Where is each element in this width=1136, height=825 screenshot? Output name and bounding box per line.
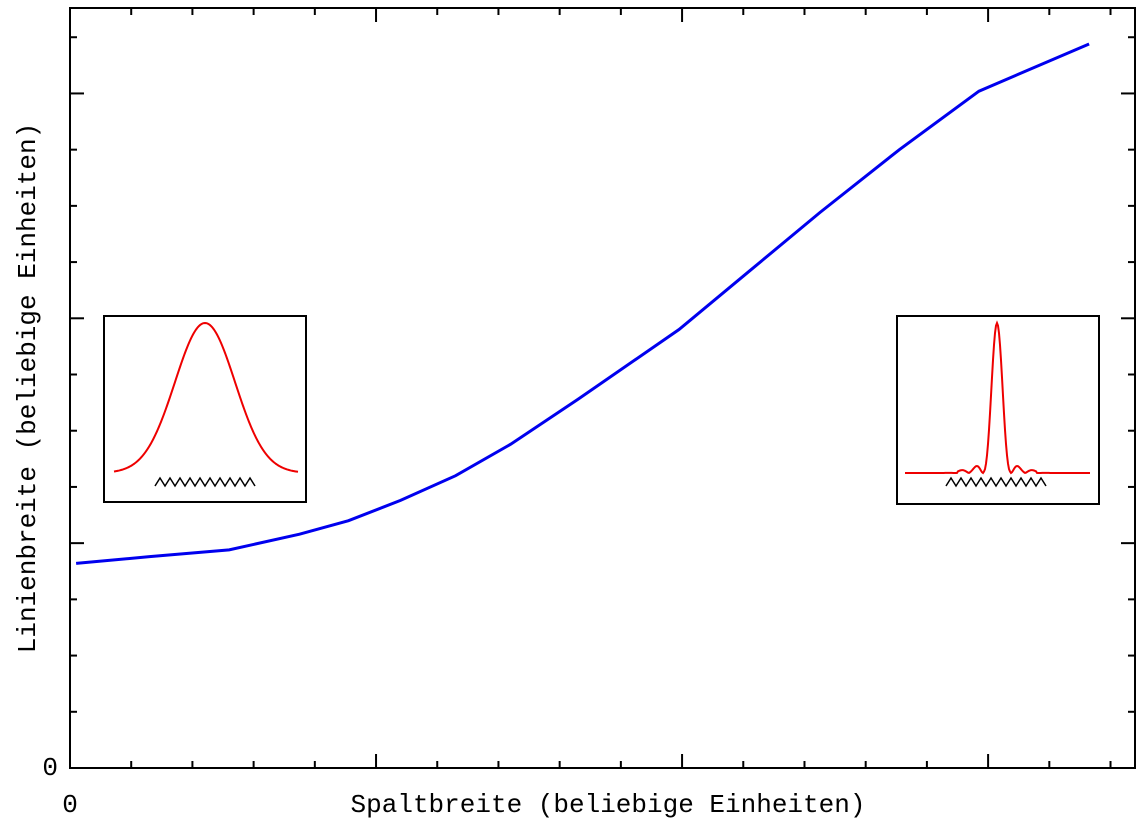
x-tick-label: 0 <box>62 790 78 820</box>
inset-box <box>896 315 1100 505</box>
inset-slit <box>154 476 256 488</box>
y-tick-label: 0 <box>42 753 58 783</box>
plot-frame <box>69 7 1136 769</box>
x-axis-title: Spaltbreite (beliebige Einheiten) <box>351 790 866 820</box>
inset-curve <box>113 321 299 473</box>
data-line <box>75 42 1090 565</box>
inset-slit <box>945 476 1047 488</box>
inset-box <box>103 315 307 503</box>
insets <box>103 315 1100 505</box>
y-axis-title: Linienbreite (beliebige Einheiten) <box>13 123 43 654</box>
inset-curve <box>905 320 1090 475</box>
